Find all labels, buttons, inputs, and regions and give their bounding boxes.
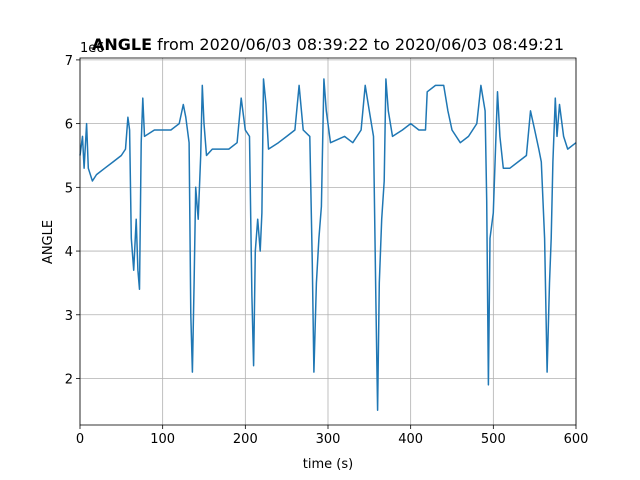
x-tick-label: 100 bbox=[150, 432, 175, 447]
x-tick-label: 400 bbox=[398, 432, 423, 447]
data-line bbox=[79, 78, 577, 412]
y-offset-label: 1e6 bbox=[80, 41, 105, 56]
x-tick-label: 300 bbox=[316, 432, 341, 447]
title-rest: from 2020/06/03 08:39:22 to 2020/06/03 0… bbox=[157, 35, 564, 54]
y-tick-label: 2 bbox=[65, 372, 73, 387]
y-tick-label: 5 bbox=[65, 181, 73, 196]
plot-frame bbox=[79, 57, 577, 426]
y-tick-label: 6 bbox=[65, 118, 73, 133]
y-tick-label: 3 bbox=[65, 309, 73, 324]
x-tick-label: 600 bbox=[564, 432, 589, 447]
x-tick-label: 0 bbox=[76, 432, 84, 447]
title-bold: ANGLE bbox=[92, 35, 152, 54]
x-axis-label: time (s) bbox=[303, 457, 353, 472]
x-tick-label: 500 bbox=[481, 432, 506, 447]
y-tick-label: 7 bbox=[65, 54, 73, 69]
x-tick-label: 200 bbox=[233, 432, 258, 447]
y-tick-label: 4 bbox=[65, 245, 73, 260]
y-axis-label: ANGLE bbox=[41, 220, 56, 264]
chart-title: ANGLE from 2020/06/03 08:39:22 to 2020/0… bbox=[92, 35, 564, 54]
